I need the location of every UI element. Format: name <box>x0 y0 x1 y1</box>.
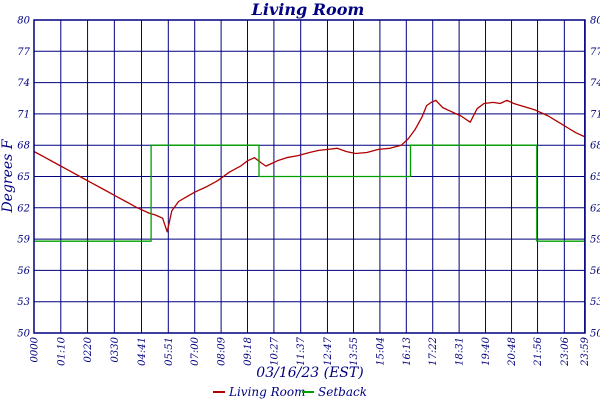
x-tick-label: 23:59 <box>580 336 591 366</box>
y-tick-label-right: 68 <box>590 141 600 152</box>
y-tick-label-right: 80 <box>590 16 600 27</box>
y-tick-label-right: 65 <box>590 172 600 183</box>
chart-title: Living Room <box>251 0 365 19</box>
x-tick-label: 13:55 <box>349 337 360 366</box>
y-tick-label: 56 <box>17 266 30 277</box>
y-tick-label: 77 <box>17 47 30 58</box>
y-tick-label-right: 71 <box>590 109 600 120</box>
x-axis-label: 03/16/23 (EST) <box>256 365 363 381</box>
x-tick-label: 11:37 <box>296 336 307 365</box>
x-tick-label: 0330 <box>110 336 121 362</box>
x-tick-label: 18:31 <box>455 337 466 366</box>
x-tick-label: 16:13 <box>402 337 413 366</box>
x-tick-label: 0000 <box>30 336 41 362</box>
x-tick-label: 0220 <box>83 336 94 362</box>
x-tick-label: 07:00 <box>190 336 201 365</box>
x-tick-label: 09:18 <box>243 337 254 366</box>
x-tick-label: 20:48 <box>507 337 518 367</box>
x-tick-label: 04:41 <box>137 337 148 366</box>
x-tick-label: 23:06 <box>560 336 571 366</box>
y-tick-label-right: 56 <box>590 266 600 277</box>
y-tick-label: 68 <box>17 141 30 152</box>
series-line-living-room <box>33 99 586 233</box>
y-tick-label: 50 <box>17 329 30 340</box>
x-tick-label: 17:22 <box>428 337 439 366</box>
y-tick-label-right: 53 <box>590 297 600 308</box>
y-axis-label: Degrees F <box>0 138 16 213</box>
x-tick-label: 21:56 <box>533 336 544 366</box>
x-tick-label: 15:04 <box>375 337 386 366</box>
y-tick-label: 65 <box>17 172 30 183</box>
plot-border <box>33 19 586 334</box>
y-tick-label-right: 50 <box>590 329 600 340</box>
legend-label: Living Room <box>228 385 306 399</box>
y-tick-label-right: 59 <box>590 235 600 246</box>
y-tick-label-right: 74 <box>590 78 600 89</box>
legend: Living Room Setback <box>213 385 367 399</box>
y-tick-label-right: 62 <box>590 203 600 214</box>
y-tick-label: 80 <box>17 16 30 27</box>
y-tick-label: 71 <box>17 109 30 120</box>
series-lines <box>33 99 586 242</box>
x-tick-label: 08:09 <box>217 336 228 365</box>
x-tick-label: 01:10 <box>56 336 67 365</box>
x-tick-label: 19:40 <box>481 336 492 365</box>
series-line-setback <box>34 144 585 242</box>
x-tick-label: 12:47 <box>323 336 334 365</box>
legend-label: Setback <box>318 385 367 399</box>
y-tick-label-right: 77 <box>590 47 600 58</box>
tick-labels: 50 50 53 53 56 56 59 59 62 62 65 65 68 68 71 71 74 74 77 77… <box>17 16 600 367</box>
x-tick-label: 10:27 <box>269 336 280 365</box>
x-tick-label: 05:51 <box>164 337 175 366</box>
y-tick-label: 53 <box>17 297 30 308</box>
y-tick-label: 62 <box>17 203 30 214</box>
y-tick-label: 74 <box>17 78 30 89</box>
y-tick-label: 59 <box>17 235 30 246</box>
